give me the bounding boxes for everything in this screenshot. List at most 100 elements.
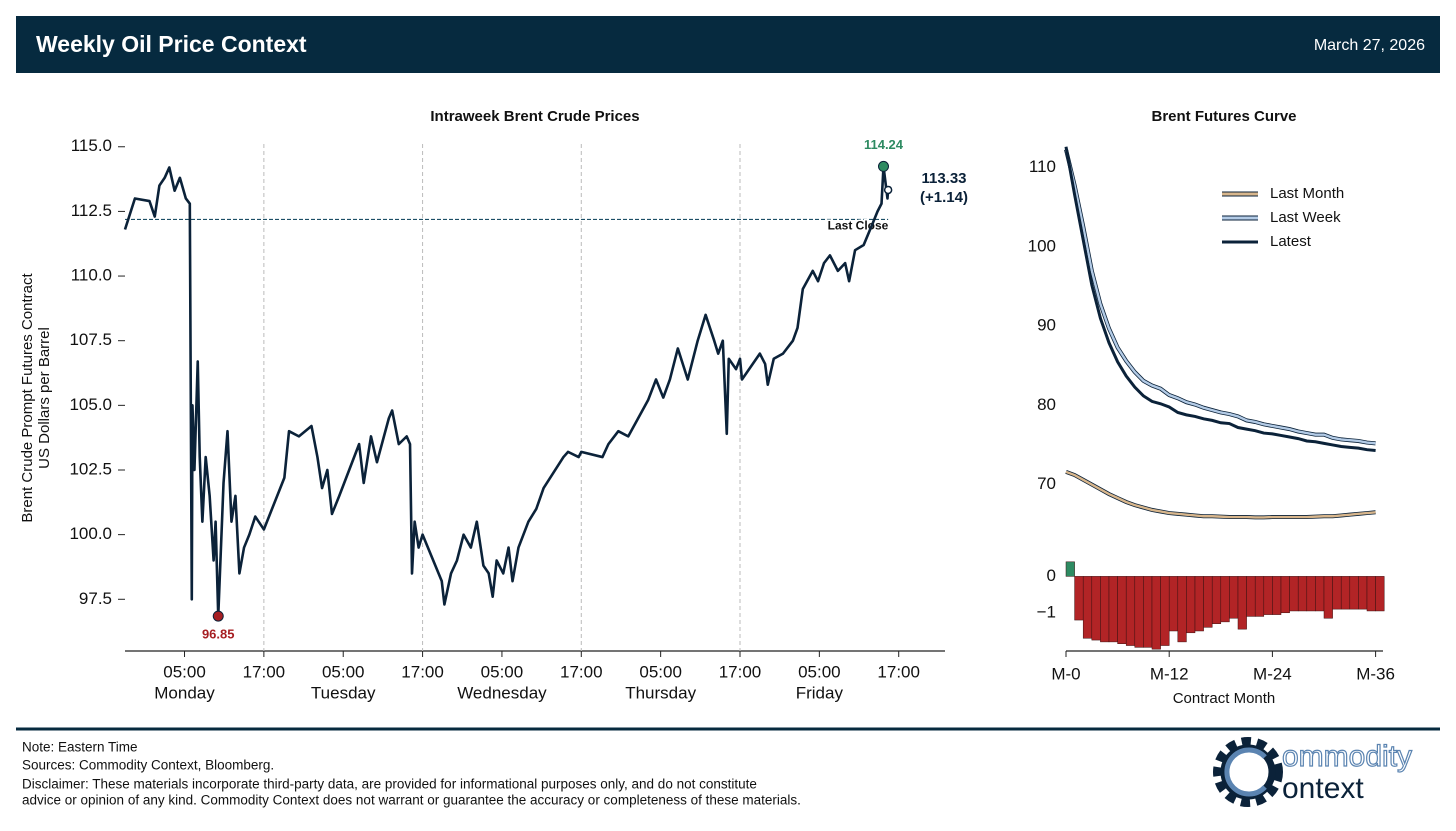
header-bar — [16, 16, 1440, 73]
y-tick-label: −1 — [1037, 602, 1056, 621]
x-tick-label: 17:00 — [560, 662, 603, 681]
spread-bar — [1151, 576, 1161, 650]
spread-bar — [1323, 576, 1333, 619]
y-tick-label: 100 — [1028, 236, 1056, 255]
spread-bar — [1280, 576, 1290, 614]
y-tick-label: 112.5 — [71, 201, 112, 220]
x-tick-label: 05:00 — [639, 662, 682, 681]
spread-bar — [1160, 576, 1170, 646]
chart-title: Intraweek Brent Crude Prices — [430, 108, 639, 125]
y-tick-label: 107.5 — [69, 330, 112, 349]
x-day-label: Thursday — [625, 683, 696, 702]
spread-bar — [1211, 576, 1222, 624]
spread-bar — [1375, 576, 1385, 612]
logo-c — [1224, 747, 1267, 797]
spread-bar — [1168, 576, 1179, 632]
spread-bar — [1297, 576, 1308, 612]
y-tick-label: 97.5 — [79, 589, 112, 608]
spread-bar — [1332, 576, 1342, 610]
spread-bar — [1194, 576, 1204, 632]
curve-line — [1064, 146, 1376, 452]
y-tick-label: 105.0 — [69, 395, 112, 414]
change-label: (+1.14) — [920, 189, 968, 206]
x-tick-label: M-0 — [1051, 664, 1080, 683]
y-tick-label: 0 — [1047, 566, 1056, 585]
spread-bar — [1349, 576, 1359, 610]
spread-bar — [1220, 576, 1230, 623]
chart-title: Brent Futures Curve — [1151, 108, 1296, 125]
spread-bar — [1186, 576, 1196, 634]
x-tick-label: M-36 — [1356, 664, 1395, 683]
x-tick-label: 05:00 — [163, 662, 206, 681]
logo-text: ommodity — [1282, 740, 1412, 773]
footer-disclaimer: Disclaimer: These materials incorporate … — [22, 777, 757, 792]
last-close-label: Last Close — [828, 219, 889, 233]
spread-bar — [1263, 576, 1273, 615]
y-tick-label: 100.0 — [69, 524, 112, 543]
spread-bar — [1237, 576, 1247, 630]
curve-line — [1064, 149, 1376, 445]
y-tick-label: 110.0 — [71, 266, 112, 285]
last-marker — [883, 185, 893, 195]
legend-label: Latest — [1270, 233, 1312, 250]
x-tick-label: 17:00 — [243, 662, 286, 681]
footer-note: Note: Eastern Time — [22, 740, 138, 755]
spread-bar — [1246, 576, 1256, 617]
logo-text: ontext — [1282, 772, 1364, 805]
y-tick-label: 115.0 — [71, 136, 112, 155]
low-label: 96.85 — [202, 627, 235, 642]
x-tick-label: 05:00 — [798, 662, 841, 681]
spread-bar — [1254, 576, 1265, 617]
spread-bar — [1082, 576, 1093, 639]
high-label: 114.24 — [864, 137, 904, 152]
x-day-label: Monday — [154, 683, 215, 702]
spread-bar — [1143, 576, 1153, 648]
x-day-label: Friday — [796, 683, 844, 702]
x-axis-label: Contract Month — [1173, 690, 1276, 707]
spread-bar — [1074, 576, 1084, 621]
spread-bar — [1306, 576, 1316, 612]
x-tick-label: 05:00 — [322, 662, 365, 681]
spread-bar — [1177, 576, 1187, 643]
spread-bar — [1091, 576, 1101, 641]
spread-bar — [1358, 576, 1368, 610]
y-tick-label: 70 — [1037, 474, 1056, 493]
x-tick-label: M-24 — [1253, 664, 1292, 683]
x-tick-label: 17:00 — [401, 662, 444, 681]
spread-bar — [1134, 576, 1144, 648]
spread-bar — [1125, 576, 1136, 646]
logo-gear — [1213, 737, 1283, 807]
footer-disclaimer: advice or opinion of any kind. Commodity… — [22, 793, 801, 808]
spread-bar — [1315, 576, 1325, 612]
low-marker — [212, 610, 224, 622]
spread-bar — [1108, 576, 1118, 643]
price-line — [123, 165, 890, 618]
header-title: Weekly Oil Price Context — [36, 31, 307, 57]
high-marker — [878, 160, 889, 172]
x-tick-label: 17:00 — [719, 662, 762, 681]
spread-bar — [1065, 561, 1075, 577]
spread-bar — [1366, 576, 1376, 612]
spread-bar — [1229, 576, 1239, 619]
logo: ommodity ontext — [1213, 737, 1413, 807]
spread-bar — [1289, 576, 1299, 612]
last-label: 113.33 — [921, 170, 966, 187]
x-tick-label: M-12 — [1150, 664, 1189, 683]
spread-bar — [1203, 576, 1213, 628]
footer-sources: Sources: Commodity Context, Bloomberg. — [22, 758, 274, 773]
legend-label: Last Month — [1270, 185, 1344, 202]
spread-bar — [1340, 576, 1351, 610]
spread-bar — [1100, 576, 1110, 643]
y-tick-label: 110 — [1029, 157, 1056, 176]
x-tick-label: 05:00 — [481, 662, 524, 681]
curve-line — [1065, 470, 1376, 519]
y-axis-label: US Dollars per Barrel — [36, 327, 53, 469]
spread-bar — [1272, 576, 1282, 615]
y-axis-label: Brent Crude Prompt Futures Contract — [19, 273, 36, 523]
y-tick-label: 80 — [1037, 395, 1056, 414]
header-date: March 27, 2026 — [1314, 37, 1425, 54]
y-tick-label: 90 — [1037, 316, 1056, 335]
spread-bar — [1117, 576, 1127, 644]
